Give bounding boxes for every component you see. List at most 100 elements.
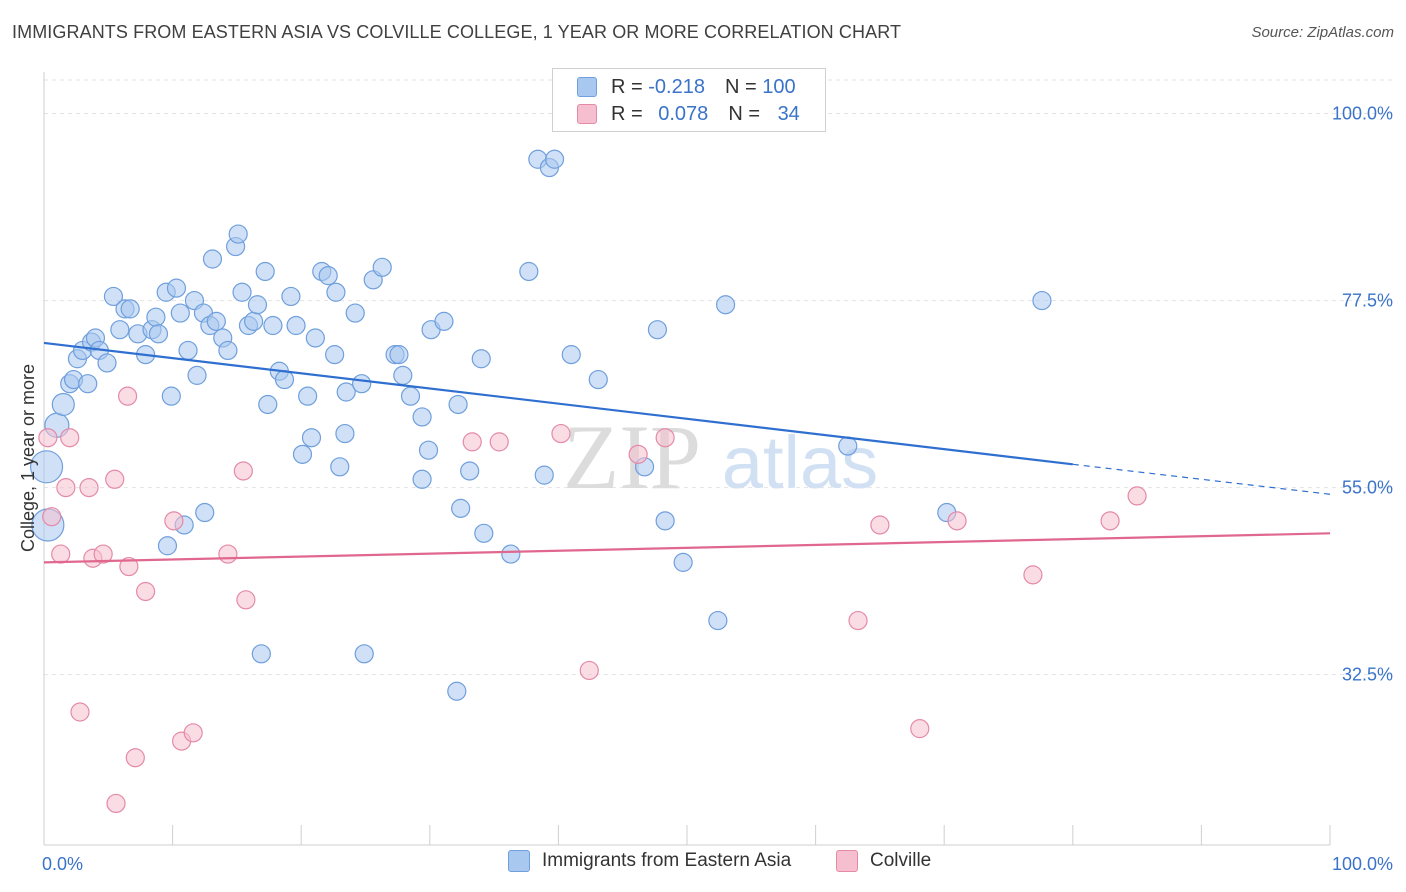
data-point bbox=[51, 544, 71, 564]
data-point bbox=[393, 365, 413, 385]
data-point bbox=[170, 303, 190, 323]
data-point bbox=[78, 374, 98, 394]
data-point bbox=[519, 261, 539, 282]
data-point bbox=[251, 644, 271, 664]
data-point bbox=[117, 386, 138, 406]
data-point bbox=[326, 282, 346, 302]
data-point bbox=[501, 544, 521, 564]
r-value: 0.078 bbox=[658, 102, 709, 125]
data-point bbox=[125, 748, 145, 768]
legend-row-eastern-asia: R = -0.218 N = 100 bbox=[577, 74, 796, 100]
data-point bbox=[164, 511, 184, 531]
data-point bbox=[135, 581, 156, 602]
data-point bbox=[1032, 290, 1052, 311]
legend-swatch-blue bbox=[508, 850, 530, 872]
data-point bbox=[1023, 565, 1043, 585]
watermark: ZIP atlas bbox=[563, 406, 878, 508]
data-point bbox=[233, 461, 253, 481]
trend-line-extension bbox=[1072, 463, 1331, 495]
data-point bbox=[330, 457, 350, 477]
y-axis-title: College, 1 year or more bbox=[18, 364, 38, 552]
y-tick-label: 55.0% bbox=[1342, 478, 1393, 498]
data-point bbox=[325, 345, 345, 365]
data-point bbox=[389, 345, 409, 365]
data-point bbox=[655, 428, 675, 448]
data-point bbox=[451, 498, 471, 518]
data-point bbox=[715, 295, 736, 315]
data-point bbox=[335, 423, 355, 444]
data-point bbox=[474, 523, 494, 543]
data-point bbox=[178, 340, 198, 361]
data-point bbox=[870, 515, 890, 535]
data-point bbox=[286, 315, 306, 336]
data-point bbox=[247, 295, 268, 315]
data-point bbox=[551, 423, 571, 444]
data-point bbox=[97, 353, 117, 373]
r-label: R = bbox=[611, 75, 643, 98]
data-point bbox=[38, 428, 58, 448]
y-tick-label: 77.5% bbox=[1342, 291, 1393, 311]
data-point bbox=[447, 681, 467, 701]
data-point bbox=[236, 590, 256, 610]
y-tick-label: 100.0% bbox=[1332, 104, 1393, 124]
data-point bbox=[336, 382, 356, 402]
watermark-atlas: atlas bbox=[722, 421, 878, 504]
data-point bbox=[318, 266, 338, 286]
data-point bbox=[471, 349, 491, 369]
data-point bbox=[51, 392, 75, 417]
r-label: R = bbox=[611, 102, 643, 125]
data-point bbox=[305, 328, 325, 348]
data-point bbox=[106, 793, 126, 814]
data-point bbox=[263, 315, 283, 336]
data-point bbox=[655, 511, 675, 531]
n-label: N = bbox=[724, 75, 757, 98]
data-point bbox=[301, 428, 322, 448]
axes bbox=[43, 72, 1331, 846]
data-point bbox=[70, 702, 90, 722]
data-point bbox=[244, 311, 264, 331]
data-point bbox=[79, 477, 99, 498]
data-point bbox=[462, 432, 482, 452]
data-point bbox=[195, 502, 215, 523]
data-point bbox=[354, 644, 374, 664]
r-value: -0.218 bbox=[648, 75, 705, 98]
x-tick-label: 100.0% bbox=[1332, 854, 1393, 874]
data-point bbox=[206, 311, 226, 331]
data-point bbox=[255, 261, 275, 282]
trend-line-colville bbox=[43, 532, 1331, 564]
data-point bbox=[345, 303, 365, 323]
data-point bbox=[588, 369, 608, 390]
legend-label: Colville bbox=[870, 850, 932, 871]
n-label: N = bbox=[728, 102, 760, 125]
data-point bbox=[103, 286, 124, 307]
data-point bbox=[218, 544, 238, 564]
correlation-legend: R = -0.218 N = 100 R = 0.078 N = 34 bbox=[552, 68, 826, 132]
data-point bbox=[119, 556, 139, 577]
data-point bbox=[298, 386, 318, 406]
data-point bbox=[146, 307, 166, 327]
data-point bbox=[460, 461, 480, 481]
data-point bbox=[202, 249, 223, 269]
data-point bbox=[489, 432, 509, 452]
data-point bbox=[544, 149, 565, 169]
data-point bbox=[561, 345, 581, 365]
data-point bbox=[232, 282, 252, 302]
data-point bbox=[910, 719, 930, 739]
data-point bbox=[673, 552, 693, 572]
legend-swatch-pink bbox=[836, 850, 858, 872]
n-value: 100 bbox=[762, 75, 796, 98]
data-point bbox=[56, 477, 76, 498]
x-tick-label: 0.0% bbox=[42, 854, 83, 874]
data-point bbox=[258, 394, 278, 415]
data-point bbox=[228, 224, 248, 244]
legend-row-colville: R = 0.078 N = 34 bbox=[577, 101, 800, 127]
data-point bbox=[628, 444, 648, 464]
trend-lines bbox=[43, 341, 1331, 564]
data-point bbox=[105, 469, 125, 489]
data-point bbox=[42, 507, 62, 527]
legend-item-colville: Colville bbox=[836, 850, 931, 872]
y-tick-label: 32.5% bbox=[1342, 665, 1393, 685]
source-credit: Source: ZipAtlas.com bbox=[1251, 24, 1394, 41]
data-point bbox=[1100, 511, 1120, 531]
